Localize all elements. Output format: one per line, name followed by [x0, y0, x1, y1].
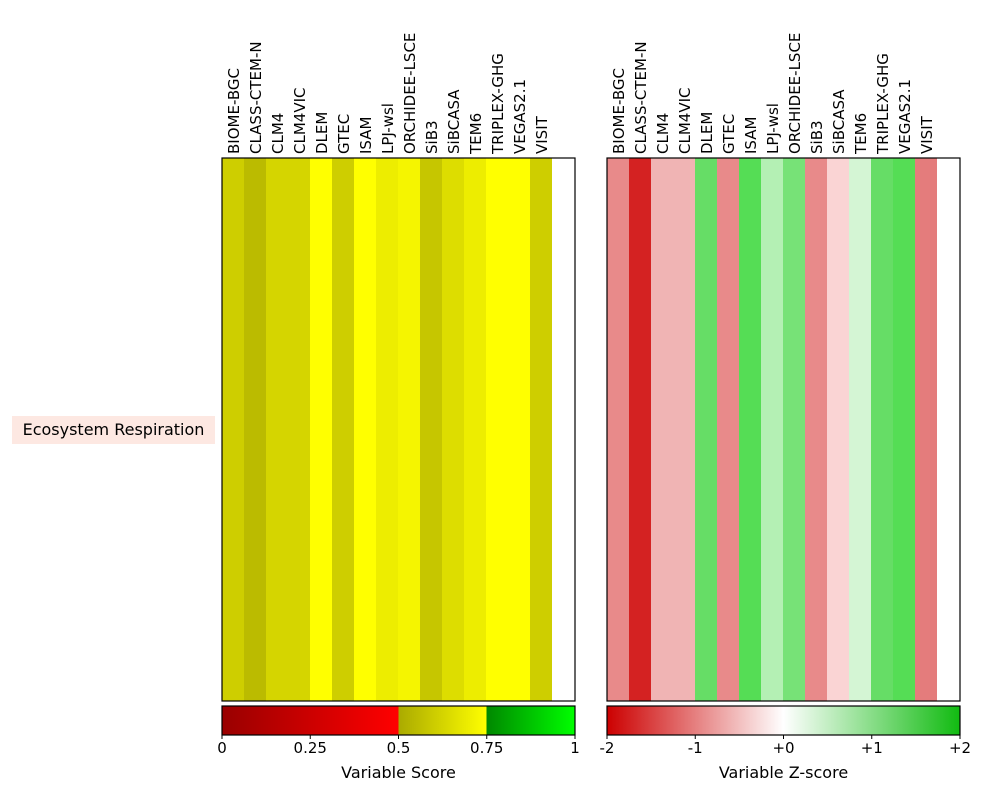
score-colorbar-tick-label: 0.25	[294, 739, 327, 757]
zscore-model-label: CLASS-CTEM-N	[632, 41, 650, 154]
score-cell-ISAM	[354, 158, 376, 701]
zscore-model-label: VEGAS2.1	[896, 79, 914, 154]
zscore-cell-GTEC	[717, 158, 739, 701]
score-model-label: SiBCASA	[445, 89, 463, 154]
score-model-label: ORCHIDEE-LSCE	[401, 33, 419, 154]
zscore-cell-DLEM	[695, 158, 717, 701]
score-model-label: CLASS-CTEM-N	[247, 41, 265, 154]
score-colorbar-tick-label: 1	[570, 739, 580, 757]
zscore-colorbar-tick-label: +2	[949, 739, 971, 757]
zscore-model-label: TEM6	[852, 113, 870, 155]
score-model-label: LPJ-wsl	[379, 103, 397, 154]
zscore-cell-TRIPLEX-GHG	[871, 158, 893, 701]
zscore-colorbar-tick-label: -2	[600, 739, 615, 757]
zscore-cell-LPJ-wsl	[761, 158, 783, 701]
score-model-label: VISIT	[533, 115, 551, 154]
zscore-cell-CLASS-CTEM-N	[629, 158, 651, 701]
score-colorbar-tick-label: 0.5	[387, 739, 411, 757]
score-model-label: DLEM	[313, 112, 331, 154]
score-cell-DLEM	[310, 158, 332, 701]
score-cell-CLM4	[266, 158, 288, 701]
score-cell-ORCHIDEE-LSCE	[398, 158, 420, 701]
zscore-cell-VISIT	[915, 158, 937, 701]
zscore-model-label: TRIPLEX-GHG	[874, 53, 892, 155]
zscore-model-label: BIOME-BGC	[610, 68, 628, 154]
zscore-frame	[606, 157, 961, 702]
score-model-label: TEM6	[467, 113, 485, 155]
zscore-cell-VEGAS2.1	[893, 158, 915, 701]
zscore-cell-TEM6	[849, 158, 871, 701]
score-model-label: ISAM	[357, 117, 375, 154]
score-cell-SiB3	[420, 158, 442, 701]
zscore-model-label: SiBCASA	[830, 89, 848, 154]
score-panel: BIOME-BGC CLASS-CTEM-N CLM4 CLM4VIC DLEM GTEC…	[217, 33, 580, 782]
zscore-model-label: CLM4VIC	[676, 88, 694, 154]
score-frame	[221, 157, 576, 702]
score-cell-SiBCASA	[442, 158, 464, 701]
score-model-label: CLM4	[269, 113, 287, 154]
score-colorbar-tick-label: 0	[217, 739, 227, 757]
score-model-label: TRIPLEX-GHG	[489, 53, 507, 155]
score-cell-TEM6	[464, 158, 486, 701]
score-cell-VISIT	[530, 158, 552, 701]
score-model-label: BIOME-BGC	[225, 68, 243, 154]
score-colorbar-tick-label: 0.75	[470, 739, 503, 757]
zscore-cell-SiBCASA	[827, 158, 849, 701]
score-cell-CLM4VIC	[288, 158, 310, 701]
score-model-label: GTEC	[335, 114, 353, 154]
zscore-model-label: ISAM	[742, 117, 760, 154]
score-cell-BIOME-BGC	[222, 158, 244, 701]
zscore-panel: BIOME-BGC CLASS-CTEM-N CLM4 CLM4VIC DLEM GTEC…	[600, 33, 972, 782]
zscore-model-label: VISIT	[918, 115, 936, 154]
score-model-label: SiB3	[423, 120, 441, 154]
score-cell-TRIPLEX-GHG	[486, 158, 508, 701]
zscore-model-label: DLEM	[698, 112, 716, 154]
zscore-model-label: ORCHIDEE-LSCE	[786, 33, 804, 154]
zscore-colorbar-tick-label: -1	[688, 739, 703, 757]
zscore-cell-SiB3	[805, 158, 827, 701]
score-cell-LPJ-wsl	[376, 158, 398, 701]
zscore-cell-BIOME-BGC	[607, 158, 629, 701]
zscore-model-label: SiB3	[808, 120, 826, 154]
zscore-cell-ISAM	[739, 158, 761, 701]
score-colorbar	[221, 705, 576, 736]
zscore-cell-ORCHIDEE-LSCE	[783, 158, 805, 701]
row-label-ecosystem-respiration: Ecosystem Respiration	[12, 416, 215, 444]
zscore-colorbar	[606, 705, 961, 736]
zscore-model-label: LPJ-wsl	[764, 103, 782, 154]
zscore-colorbar-label: Variable Z-score	[719, 763, 848, 782]
score-model-label: CLM4VIC	[291, 88, 309, 154]
score-cell-GTEC	[332, 158, 354, 701]
zscore-colorbar-tick-label: +0	[772, 739, 794, 757]
score-colorbar-label: Variable Score	[341, 763, 456, 782]
zscore-cell-CLM4VIC	[673, 158, 695, 701]
zscore-colorbar-tick-label: +1	[861, 739, 883, 757]
zscore-model-label: GTEC	[720, 114, 738, 154]
score-cell-CLASS-CTEM-N	[244, 158, 266, 701]
score-model-label: VEGAS2.1	[511, 79, 529, 154]
zscore-cell-CLM4	[651, 158, 673, 701]
zscore-model-label: CLM4	[654, 113, 672, 154]
score-cell-VEGAS2.1	[508, 158, 530, 701]
